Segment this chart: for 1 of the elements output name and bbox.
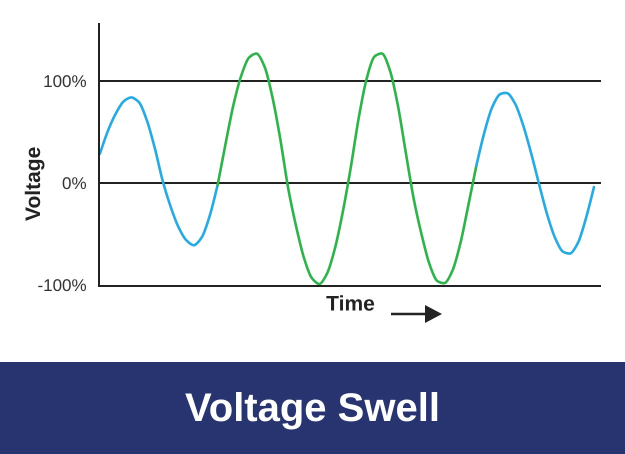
line-series (475, 92, 596, 255)
